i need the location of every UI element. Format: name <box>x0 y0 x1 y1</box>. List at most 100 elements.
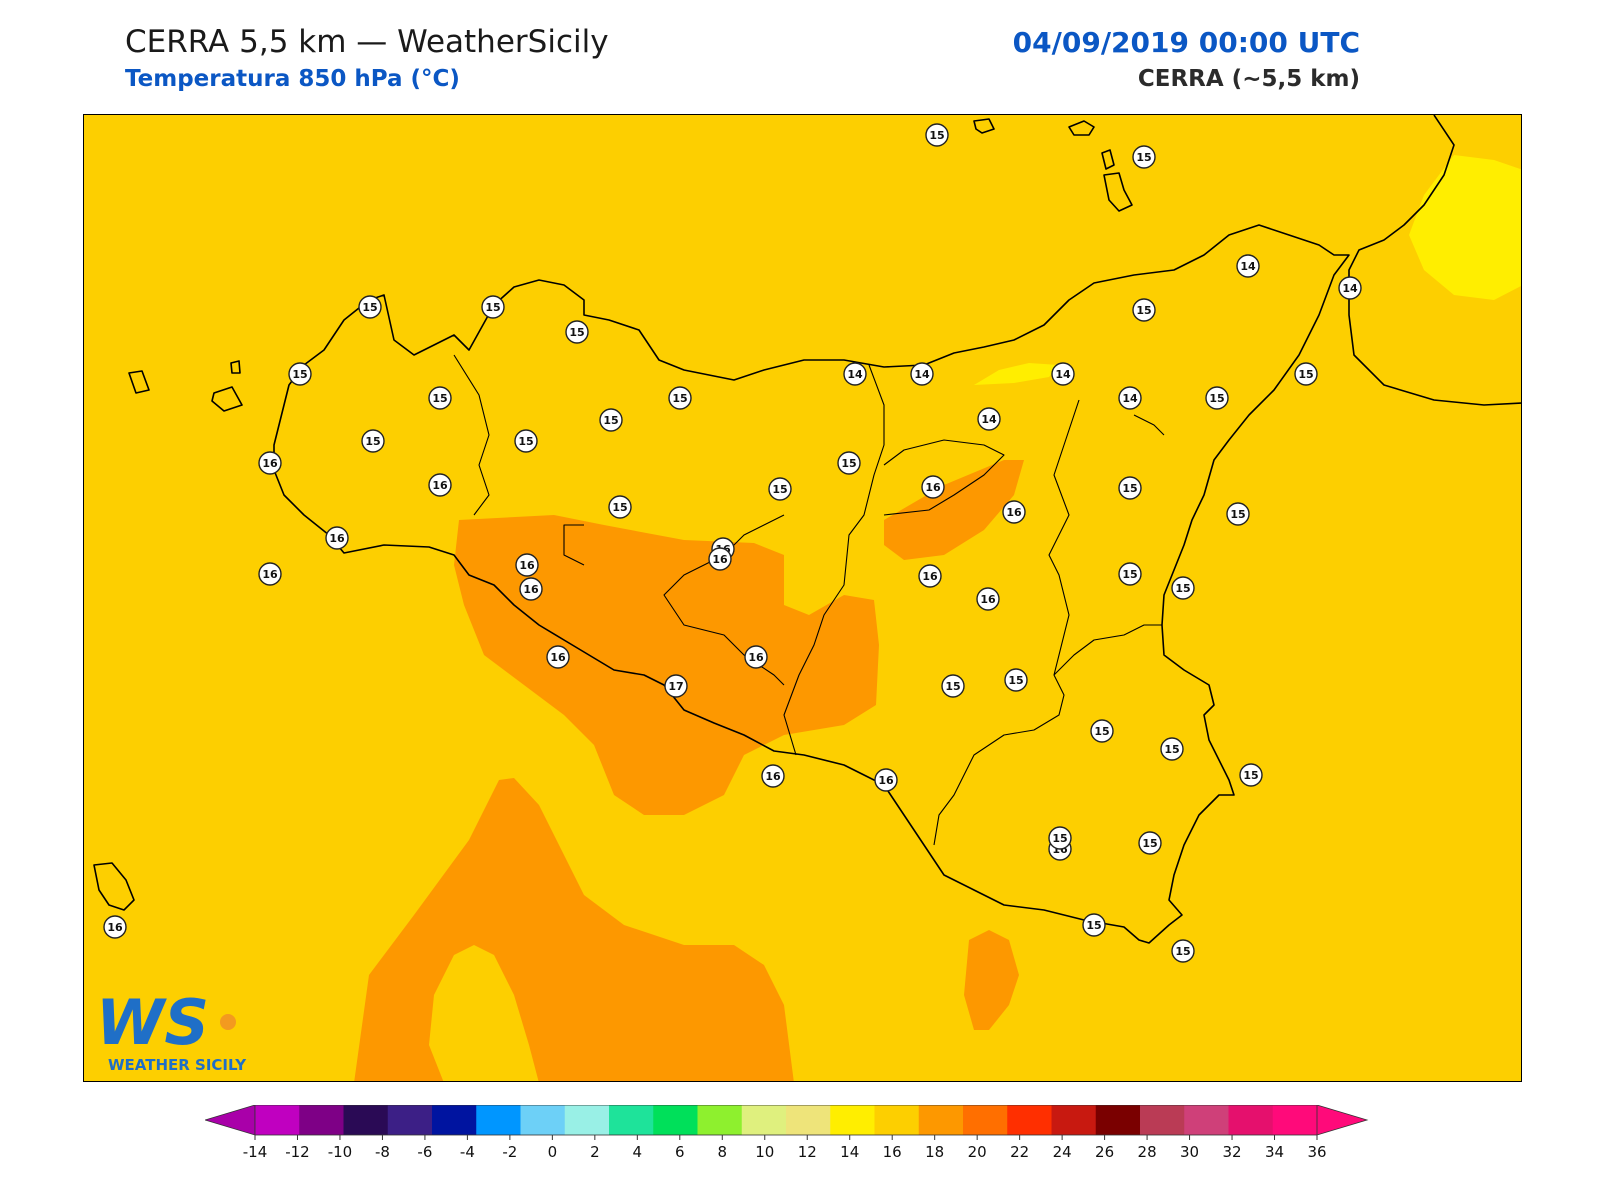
colorbar-bin <box>1051 1105 1097 1135</box>
station-marker-circle <box>608 495 632 519</box>
station-value: 16 <box>712 553 728 566</box>
station-marker: 14 <box>977 407 1001 431</box>
station-marker-circle <box>843 362 867 386</box>
colorbar-tick-label: -6 <box>417 1143 432 1161</box>
station-marker: 15 <box>358 295 382 319</box>
colorbar-bin <box>1184 1105 1229 1135</box>
station-marker-circle <box>1294 362 1318 386</box>
station-marker: 15 <box>1004 668 1028 692</box>
colorbar-bin <box>387 1105 433 1135</box>
colorbar-tick-label: 0 <box>548 1143 558 1161</box>
colorbar-tick-label: 8 <box>718 1143 728 1161</box>
map-canvas: 15 15 14 14 15 15 15 15 15 15 15 14 14 14 14 15 15 15 16 15… <box>93 115 1521 1081</box>
colorbar-bin <box>1007 1105 1052 1135</box>
colorbar-tick-label: 32 <box>1222 1143 1241 1161</box>
station-value: 16 <box>262 457 278 470</box>
station-value: 16 <box>1006 506 1022 519</box>
station-marker: 16 <box>874 768 898 792</box>
lipari-island <box>1103 172 1133 212</box>
station-value: 15 <box>1086 919 1101 932</box>
station-marker-circle <box>288 362 312 386</box>
station-value: 15 <box>1230 508 1245 521</box>
station-marker-circle <box>768 477 792 501</box>
station-value: 15 <box>1243 769 1258 782</box>
station-value: 14 <box>1055 368 1071 381</box>
station-marker-circle <box>1226 502 1250 526</box>
station-marker: 15 <box>1205 386 1229 410</box>
colorbar-bin <box>1140 1105 1185 1135</box>
station-marker: 14 <box>910 362 934 386</box>
station-marker: 15 <box>668 386 692 410</box>
station-marker-circle <box>1090 719 1114 743</box>
station-value: 15 <box>1164 743 1179 756</box>
station-marker: 16 <box>546 645 570 669</box>
station-marker: 14 <box>1118 386 1142 410</box>
station-marker: 15 <box>608 495 632 519</box>
station-marker: 15 <box>1132 298 1156 322</box>
colorbar-bin <box>874 1105 920 1135</box>
station-marker-circle <box>1239 763 1263 787</box>
station-value: 15 <box>1175 582 1190 595</box>
station-value: 15 <box>1094 725 1109 738</box>
station-marker-circle <box>358 295 382 319</box>
colorbar-bin <box>1272 1105 1318 1135</box>
colorbar-bin <box>343 1105 389 1135</box>
station-marker: 15 <box>1226 502 1250 526</box>
station-value: 16 <box>765 770 781 783</box>
station-marker-circle <box>921 475 945 499</box>
colorbar: -14 -12 -10 -8 -6 -4 -2 0 2 4 6 8 10 12 14 16 18 20 22 24 26… <box>203 1104 1401 1195</box>
station-value: 16 <box>519 559 535 572</box>
colorbar-tick-label: 36 <box>1307 1143 1326 1161</box>
station-value: 17 <box>668 680 683 693</box>
station-marker: 15 <box>1171 939 1195 963</box>
colorbar-tick-label: -14 <box>243 1143 268 1161</box>
station-marker: 15 <box>1294 362 1318 386</box>
colorbar-bin <box>653 1105 698 1135</box>
station-marker: 15 <box>1132 145 1156 169</box>
station-value: 15 <box>672 392 687 405</box>
station-marker: 15 <box>361 429 385 453</box>
station-value: 15 <box>1136 151 1151 164</box>
station-marker-circle <box>325 526 349 550</box>
station-marker-circle <box>976 587 1000 611</box>
station-marker: 15 <box>1082 913 1106 937</box>
station-value: 15 <box>1008 674 1023 687</box>
station-value: 15 <box>485 301 500 314</box>
station-marker: 15 <box>941 674 965 698</box>
station-value: 14 <box>1122 392 1138 405</box>
weathersicily-logo: WS WEATHER SICILY <box>96 980 256 1076</box>
station-marker-circle <box>1132 298 1156 322</box>
station-marker-circle <box>258 562 282 586</box>
station-marker-circle <box>1171 576 1195 600</box>
station-marker: 15 <box>1171 576 1195 600</box>
station-marker-circle <box>664 674 688 698</box>
station-marker: 14 <box>843 362 867 386</box>
station-marker-circle <box>761 764 785 788</box>
station-marker: 14 <box>1051 362 1075 386</box>
station-marker: 16 <box>103 915 127 939</box>
station-marker: 16 <box>921 475 945 499</box>
station-marker-circle <box>910 362 934 386</box>
logo-letters: WS <box>96 986 209 1059</box>
temperature-map: 15 15 14 14 15 15 15 15 15 15 15 14 14 14 14 15 15 15 16 15… <box>83 114 1522 1082</box>
colorbar-blocks <box>203 1104 1369 1136</box>
colorbar-tick-label: -4 <box>460 1143 475 1161</box>
station-marker-circle <box>1338 276 1362 300</box>
colorbar-bin <box>830 1105 875 1135</box>
station-marker-circle <box>1160 737 1184 761</box>
station-marker: 16 <box>918 564 942 588</box>
colorbar-tick-label: 4 <box>633 1143 643 1161</box>
station-marker-circle <box>1171 939 1195 963</box>
colorbar-tick-label: -12 <box>285 1143 310 1161</box>
station-value: 15 <box>518 435 533 448</box>
station-marker-circle <box>977 407 1001 431</box>
station-marker: 15 <box>1239 763 1263 787</box>
colorbar-bin <box>918 1105 964 1135</box>
station-marker-circle <box>668 386 692 410</box>
station-marker-circle <box>1138 831 1162 855</box>
station-value: 15 <box>569 326 584 339</box>
station-value: 14 <box>1342 282 1358 295</box>
calabria-coastline <box>1348 115 1521 406</box>
station-marker-circle <box>925 123 949 147</box>
station-value: 16 <box>262 568 278 581</box>
